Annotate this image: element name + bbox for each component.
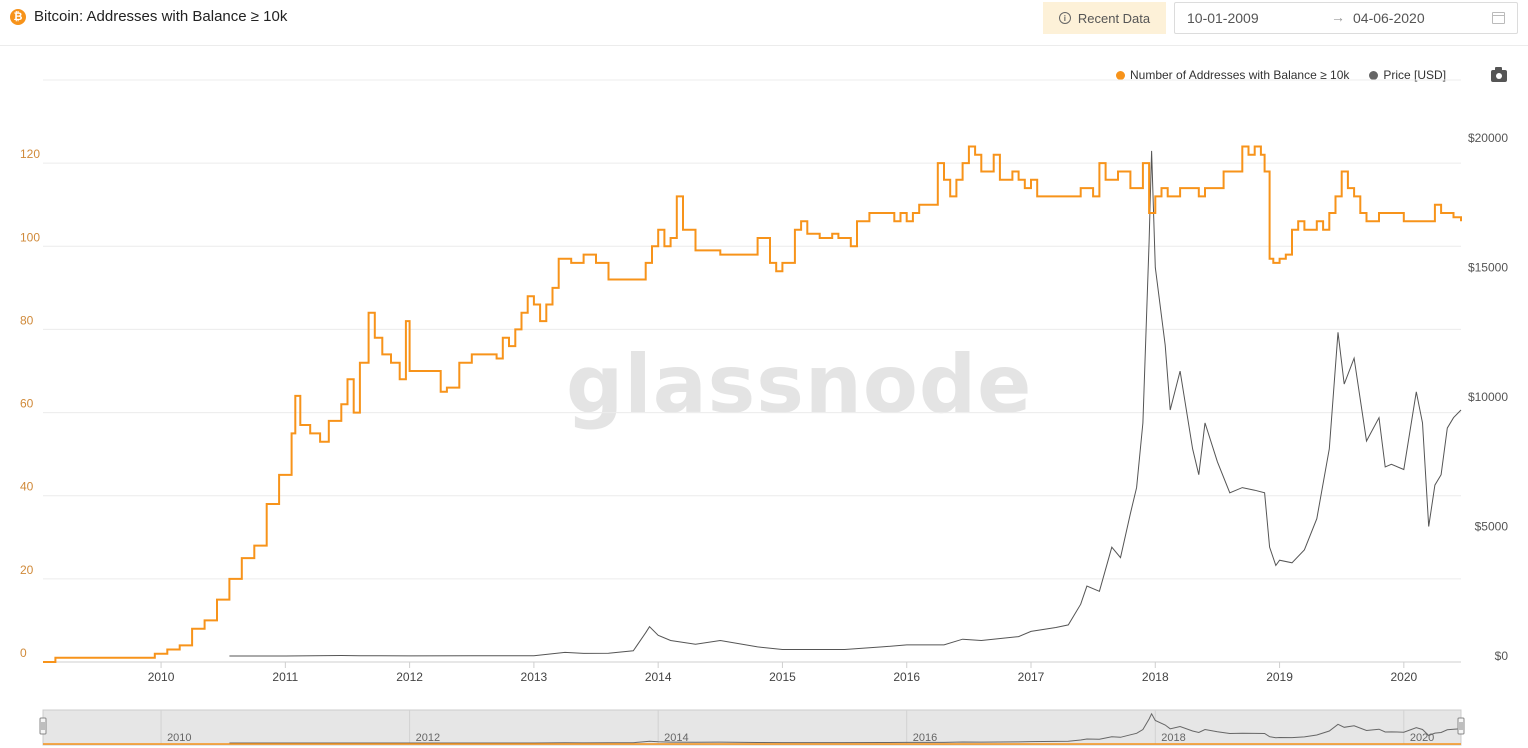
navigator-handle[interactable] bbox=[39, 717, 47, 735]
navigator-tick-label: 2014 bbox=[664, 732, 688, 744]
y-tick-label-left: 0 bbox=[20, 646, 27, 660]
y-tick-label-left: 100 bbox=[20, 230, 40, 244]
y-axis-right: $0 $5000 $10000 $15000 $20000 bbox=[1468, 131, 1508, 663]
legend-label-addresses: Number of Addresses with Balance ≥ 10k bbox=[1130, 68, 1350, 82]
y-axis-left: 0 20 40 60 80 100 120 bbox=[20, 147, 40, 660]
y-tick-label-right: $20000 bbox=[1468, 131, 1508, 145]
recent-data-label: Recent Data bbox=[1077, 10, 1151, 26]
x-tick-label: 2010 bbox=[148, 670, 175, 684]
y-tick-label-right: $15000 bbox=[1468, 261, 1508, 275]
x-tick-label: 2016 bbox=[893, 670, 920, 684]
chart-title: Bitcoin: Addresses with Balance ≥ 10k bbox=[34, 8, 288, 25]
chart-header: ₿ Bitcoin: Addresses with Balance ≥ 10k … bbox=[0, 0, 1528, 46]
navigator-tick-label: 2020 bbox=[1410, 732, 1434, 744]
y-tick-label-left: 60 bbox=[20, 397, 34, 411]
x-tick-label: 2017 bbox=[1018, 670, 1045, 684]
x-tick-label: 2020 bbox=[1390, 670, 1417, 684]
date-end-input[interactable]: 04-06-2020 bbox=[1353, 10, 1425, 26]
legend-item-price[interactable]: Price [USD] bbox=[1369, 68, 1446, 82]
y-tick-label-right: $5000 bbox=[1475, 520, 1509, 534]
x-tick-label: 2012 bbox=[396, 670, 423, 684]
legend-dot-addresses bbox=[1116, 70, 1125, 80]
y-tick-label-right: $10000 bbox=[1468, 390, 1508, 404]
x-tick-label: 2011 bbox=[272, 670, 298, 684]
legend-item-addresses[interactable]: Number of Addresses with Balance ≥ 10k bbox=[1116, 68, 1349, 82]
navigator-background bbox=[42, 709, 1462, 746]
date-range-picker[interactable]: 10-01-2009 → 04-06-2020 bbox=[1174, 2, 1518, 34]
navigator-handle[interactable] bbox=[1457, 717, 1465, 735]
y-tick-label-left: 120 bbox=[20, 147, 40, 161]
navigator-tick-label: 2010 bbox=[167, 732, 191, 744]
navigator-tick-label: 2018 bbox=[1161, 732, 1185, 744]
title-wrap: ₿ Bitcoin: Addresses with Balance ≥ 10k bbox=[10, 8, 287, 25]
chart-legend: Number of Addresses with Balance ≥ 10k P… bbox=[1116, 68, 1466, 82]
y-tick-label-left: 20 bbox=[20, 563, 34, 577]
range-navigator[interactable]: 2010 2012 2014 2016 2018 2020 bbox=[39, 709, 1465, 746]
x-axis: 2010 2011 2012 2013 2014 2015 2016 2017 2018 2019… bbox=[148, 662, 1418, 684]
recent-data-button[interactable]: i Recent Data bbox=[1043, 2, 1166, 34]
calendar-icon[interactable] bbox=[1492, 12, 1505, 24]
bitcoin-icon: ₿ bbox=[10, 8, 26, 25]
arrow-right-icon: → bbox=[1331, 9, 1345, 25]
y-tick-label-left: 40 bbox=[20, 480, 34, 494]
y-tick-label-right: $0 bbox=[1495, 649, 1509, 663]
legend-dot-price bbox=[1369, 70, 1379, 80]
watermark: glassnode bbox=[566, 338, 1033, 431]
x-tick-label: 2013 bbox=[521, 670, 548, 684]
date-start-input[interactable]: 10-01-2009 bbox=[1187, 10, 1259, 26]
navigator-tick-label: 2012 bbox=[416, 732, 440, 744]
navigator-price-line bbox=[229, 712, 1462, 744]
legend-label-price: Price [USD] bbox=[1383, 68, 1447, 82]
x-tick-label: 2018 bbox=[1142, 670, 1169, 684]
y-tick-label-left: 80 bbox=[20, 313, 34, 327]
info-icon: i bbox=[1058, 12, 1071, 24]
navigator-tick-label: 2016 bbox=[913, 732, 937, 744]
x-tick-label: 2014 bbox=[645, 670, 672, 684]
x-tick-label: 2015 bbox=[769, 670, 796, 684]
camera-icon[interactable] bbox=[1491, 67, 1507, 82]
x-tick-label: 2019 bbox=[1266, 670, 1293, 684]
